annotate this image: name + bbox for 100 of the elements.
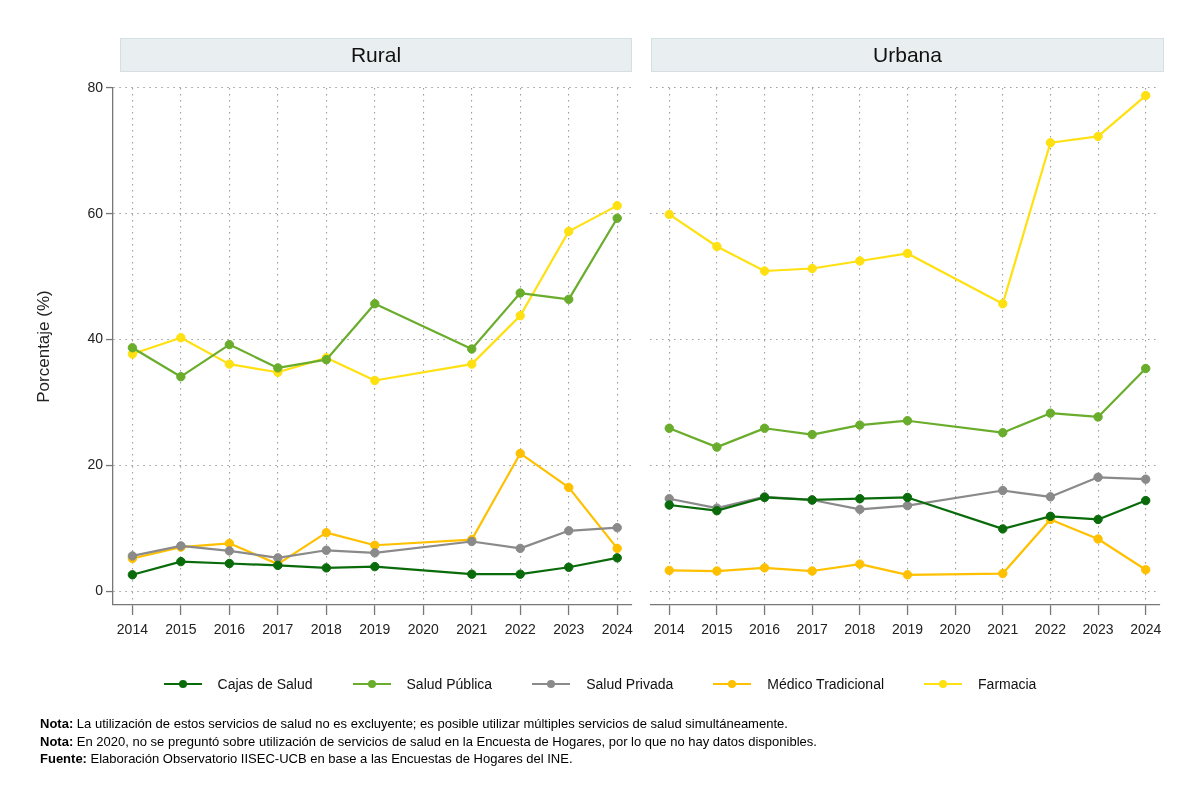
point [321, 545, 332, 555]
x-tick-label: 2020 [939, 621, 971, 638]
point [224, 359, 235, 369]
y-tick-label: 20 [87, 456, 104, 473]
point [127, 570, 138, 580]
x-tick-label: 2021 [456, 621, 488, 638]
point [515, 288, 525, 298]
point [855, 494, 865, 504]
text: Nota: En 2020, no se preguntó sobre utilización de servicios de salud en la Encuesta de Hogares, por lo que no hay datos disponibles. [40, 733, 817, 749]
x-tick-label: 2018 [310, 621, 343, 638]
point [1093, 131, 1103, 142]
point [902, 570, 913, 580]
point [370, 375, 380, 386]
point [176, 371, 186, 382]
point [1045, 492, 1056, 502]
point [855, 504, 865, 515]
x-tick-label: 2019 [891, 621, 924, 638]
y-axis-title: Porcentaje (%) [33, 290, 53, 403]
point [515, 448, 525, 459]
point [273, 553, 283, 563]
point [224, 546, 235, 556]
point [1141, 363, 1151, 374]
point [564, 294, 574, 305]
x-tick-label: 2020 [407, 621, 440, 638]
point [467, 569, 477, 579]
x-tick-label: 2021 [987, 621, 1019, 638]
point [759, 266, 770, 276]
point [515, 543, 525, 554]
point [467, 344, 477, 354]
point [612, 213, 622, 223]
point [664, 423, 674, 433]
point [370, 561, 380, 572]
point [1093, 472, 1103, 483]
point [564, 482, 574, 493]
point [855, 420, 865, 430]
legend-label: Farmacia [978, 676, 1037, 692]
chart-title: Urbana [873, 43, 942, 67]
point [855, 559, 865, 569]
point [1141, 565, 1151, 575]
point [515, 310, 525, 321]
legend-label: Cajas de Salud [217, 676, 313, 692]
point [612, 553, 622, 563]
y-tick-label: 40 [87, 330, 104, 347]
point [664, 565, 674, 576]
point [224, 558, 235, 569]
legend-label: Salud Pública [406, 676, 493, 692]
point [1141, 90, 1151, 101]
x-tick-label: 2023 [553, 621, 585, 638]
x-tick-label: 2019 [359, 621, 391, 638]
x-tick-label: 2016 [213, 621, 246, 638]
point [998, 299, 1008, 309]
source-note: Fuente: Elaboración Observatorio IISEC-UCB en base a las Encuestas de Hogares del INE. [40, 751, 573, 766]
point [1093, 534, 1103, 544]
point [515, 569, 525, 579]
point [564, 526, 574, 536]
x-tick-label: 2016 [748, 621, 781, 638]
x-tick-label: 2017 [796, 621, 828, 638]
x-tick-label: 2022 [1034, 621, 1067, 638]
point [664, 209, 674, 220]
point [807, 429, 817, 440]
point [370, 548, 380, 558]
x-tick-label: 2023 [1082, 621, 1114, 638]
point [1045, 408, 1056, 418]
point [712, 241, 722, 252]
point [902, 248, 913, 259]
point [273, 363, 283, 373]
point [759, 423, 770, 433]
point [564, 226, 574, 237]
legend-label: Médico Tradicional [767, 676, 885, 692]
point [712, 566, 722, 576]
x-tick-label: 2015 [701, 621, 733, 638]
x-tick-label: 2018 [844, 621, 876, 638]
point [998, 568, 1008, 579]
point [127, 343, 138, 353]
chart-title: Rural [350, 43, 402, 67]
point [712, 442, 722, 452]
y-tick-label: 60 [87, 204, 104, 221]
point [370, 299, 380, 309]
x-tick-label: 2017 [262, 621, 294, 638]
point [998, 427, 1008, 438]
point [321, 563, 332, 573]
point [1045, 138, 1056, 148]
point [564, 562, 574, 572]
y-tick-label: 0 [95, 582, 104, 599]
point [1093, 514, 1103, 525]
point [1093, 412, 1103, 422]
x-tick-label: 2014 [653, 621, 686, 638]
legend-label: Salud Privada [586, 676, 674, 692]
point [321, 527, 332, 538]
point [612, 522, 622, 533]
point [612, 543, 622, 554]
point [902, 500, 913, 511]
x-tick-label: 2022 [504, 621, 537, 638]
point [176, 333, 186, 343]
text: Nota: La utilización de estos servicios de salud no es excluyente; es posible utilizar múltiples servicios de salud simultáneamente. [40, 716, 788, 731]
x-tick-label: 2024 [601, 621, 633, 638]
point [1141, 474, 1151, 484]
x-tick-label: 2015 [165, 621, 197, 638]
point [855, 256, 865, 266]
point [224, 339, 235, 350]
